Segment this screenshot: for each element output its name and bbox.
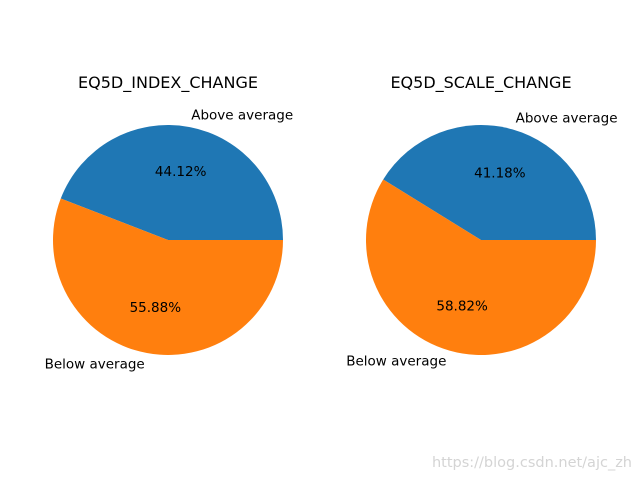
pie-slice-label: Below average	[45, 356, 145, 372]
pie-slice-below-average	[366, 179, 596, 355]
pie-chart-scale-change: EQ5D_SCALE_CHANGE 41.18% Above average 58.…	[346, 73, 617, 370]
pie-slice-above-average	[60, 124, 283, 240]
pie-percent-label: 44.12%	[155, 164, 207, 180]
pie-slice-label: Above average	[191, 108, 293, 124]
pie-chart-index-change: EQ5D_INDEX_CHANGE 44.12% Above average 55.…	[45, 73, 294, 372]
pie-slice-below-average	[52, 198, 284, 355]
pie-percent-label: 41.18%	[474, 166, 526, 182]
pie-slice-label: Below average	[346, 354, 446, 370]
chart-title: EQ5D_INDEX_CHANGE	[78, 73, 258, 93]
pie-slice-label: Above average	[516, 110, 618, 126]
pie-slice-above-average	[383, 124, 596, 240]
chart-title: EQ5D_SCALE_CHANGE	[390, 73, 571, 93]
pie-percent-label: 55.88%	[130, 300, 182, 316]
watermark: https://blog.csdn.net/ajc_zh	[432, 455, 632, 471]
pie-percent-label: 58.82%	[436, 298, 488, 314]
